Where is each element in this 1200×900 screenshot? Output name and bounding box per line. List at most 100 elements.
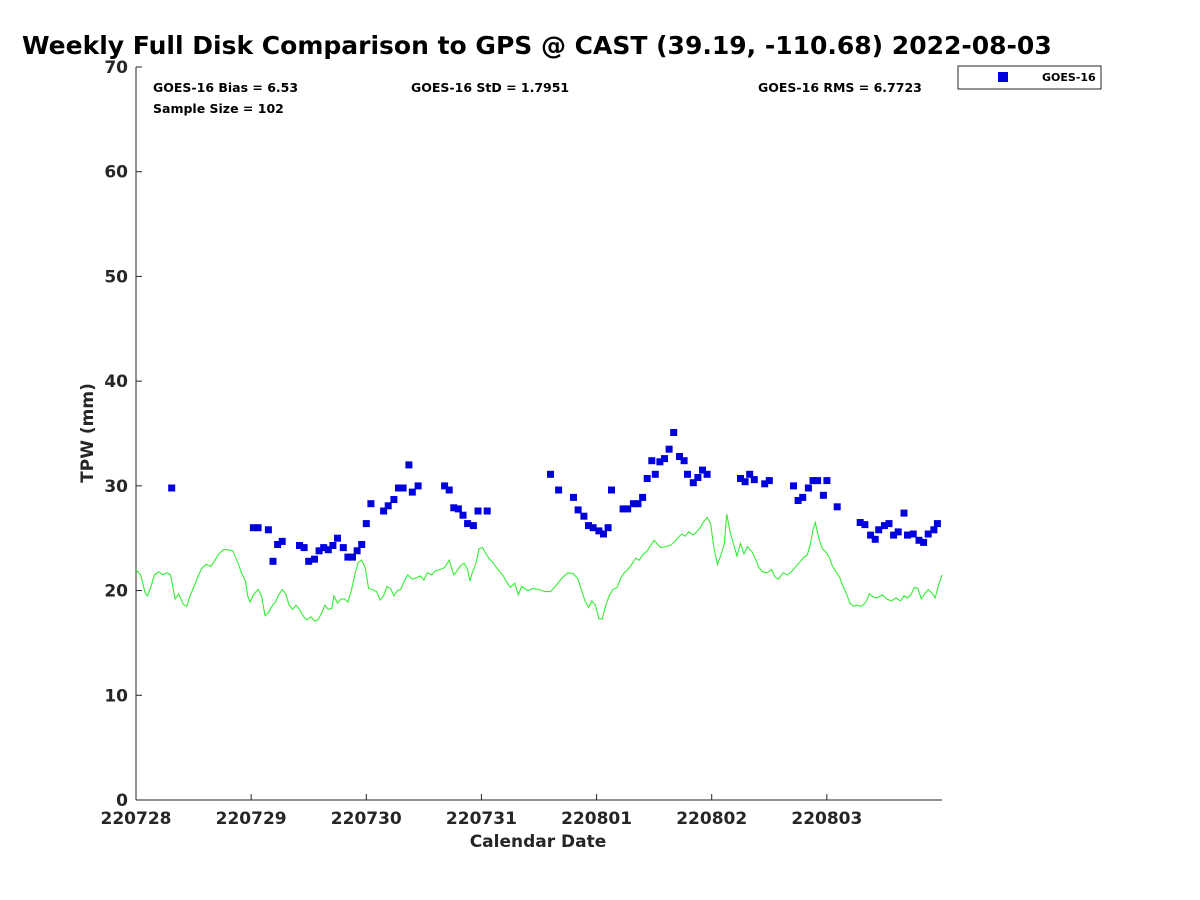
goes16-point xyxy=(909,530,917,538)
goes16-point xyxy=(595,527,603,535)
goes16-point xyxy=(358,541,366,548)
goes16-point xyxy=(737,475,744,482)
goes16-point xyxy=(414,482,422,490)
goes16-point xyxy=(694,474,702,481)
goes16-point xyxy=(380,507,388,515)
x-tick-label: 220731 xyxy=(446,809,517,829)
x-tick-label: 220730 xyxy=(331,809,402,829)
goes16-point xyxy=(920,538,928,546)
goes16-point xyxy=(750,476,758,484)
goes16-point xyxy=(684,470,691,478)
goes16-point xyxy=(890,531,898,539)
y-tick-label: 20 xyxy=(104,582,128,602)
goes16-point xyxy=(670,429,678,436)
goes16-point xyxy=(269,557,277,565)
goes16-point xyxy=(574,506,582,514)
legend-marker-goes16 xyxy=(998,72,1008,82)
legend-box xyxy=(957,65,1102,90)
goes16-point xyxy=(604,524,612,532)
goes16-point xyxy=(274,541,282,548)
goes16-point xyxy=(589,524,597,532)
goes16-point xyxy=(315,547,323,555)
goes16-point xyxy=(814,477,822,485)
goes16-point xyxy=(656,458,664,466)
goes16-point xyxy=(329,542,337,549)
goes16-point xyxy=(296,542,303,549)
goes16-point xyxy=(880,522,888,530)
y-tick-label: 60 xyxy=(104,163,128,183)
goes16-series xyxy=(168,429,941,565)
goes16-point xyxy=(334,534,341,542)
x-tick-label: 220802 xyxy=(676,809,747,829)
goes16-point xyxy=(823,477,831,485)
goes16-point xyxy=(344,553,352,561)
y-tick-label: 50 xyxy=(104,267,128,287)
goes16-point xyxy=(608,486,615,494)
goes16-point xyxy=(703,470,711,478)
goes16-point xyxy=(454,505,462,513)
goes16-point xyxy=(362,520,370,528)
goes16-point xyxy=(311,555,318,563)
goes16-point xyxy=(474,507,482,515)
goes16-point xyxy=(450,504,458,512)
goes16-point xyxy=(629,500,637,508)
goes16-point xyxy=(441,482,449,490)
goes16-point xyxy=(746,470,754,478)
goes16-point xyxy=(833,503,841,511)
x-tick-label: 220728 xyxy=(101,809,172,829)
goes16-point xyxy=(349,553,356,561)
goes16-point xyxy=(254,524,262,532)
goes16-point xyxy=(661,455,668,463)
goes16-point xyxy=(867,531,875,539)
y-tick-label: 10 xyxy=(104,686,128,706)
goes16-point xyxy=(809,477,817,485)
goes16-point xyxy=(933,520,941,528)
goes16-point xyxy=(765,477,773,485)
goes16-point xyxy=(300,544,308,552)
goes16-point xyxy=(875,526,883,534)
bias-stat: GOES-16 Bias = 6.53 xyxy=(153,80,298,95)
goes16-point xyxy=(390,496,398,503)
goes16-point xyxy=(761,480,769,488)
plot-area xyxy=(136,67,942,800)
goes16-point xyxy=(904,531,911,539)
goes16-point xyxy=(619,505,627,513)
goes16-point xyxy=(856,519,864,526)
goes16-point xyxy=(353,547,361,555)
goes16-point xyxy=(624,505,632,513)
goes16-point xyxy=(469,522,477,530)
goes16-point xyxy=(339,544,347,552)
goes16-point xyxy=(555,486,563,494)
goes16-point xyxy=(741,478,749,486)
goes16-point xyxy=(547,470,554,478)
goes16-point xyxy=(305,557,313,565)
std-stat: GOES-16 StD = 1.7951 xyxy=(411,80,569,95)
goes16-point xyxy=(249,524,257,532)
goes16-point xyxy=(885,520,893,528)
goes16-point xyxy=(395,484,402,492)
goes16-point xyxy=(408,488,416,496)
y-tick-label: 40 xyxy=(104,372,128,392)
x-axis-label: Calendar Date xyxy=(470,832,607,852)
legend-label-goes16: GOES-16 xyxy=(1042,71,1096,84)
goes16-point xyxy=(367,500,375,508)
goes16-point xyxy=(580,512,588,520)
x-tick-label: 220801 xyxy=(561,809,632,829)
goes16-point xyxy=(405,461,413,469)
y-axis-ticks: 0 10 20 30 40 50 60 70 xyxy=(104,58,142,811)
goes16-point xyxy=(570,493,577,501)
goes16-point xyxy=(459,511,467,519)
goes16-point xyxy=(861,521,869,529)
gps-series xyxy=(135,513,943,622)
goes16-point xyxy=(168,484,176,492)
y-tick-label: 70 xyxy=(104,58,128,78)
goes16-point xyxy=(924,530,932,538)
goes16-point xyxy=(794,497,802,504)
goes16-point xyxy=(804,484,812,492)
goes16-point xyxy=(324,546,332,554)
gps-line xyxy=(135,513,943,622)
goes16-point xyxy=(915,536,923,544)
goes16-point xyxy=(930,526,938,534)
y-tick-label: 30 xyxy=(104,477,128,497)
